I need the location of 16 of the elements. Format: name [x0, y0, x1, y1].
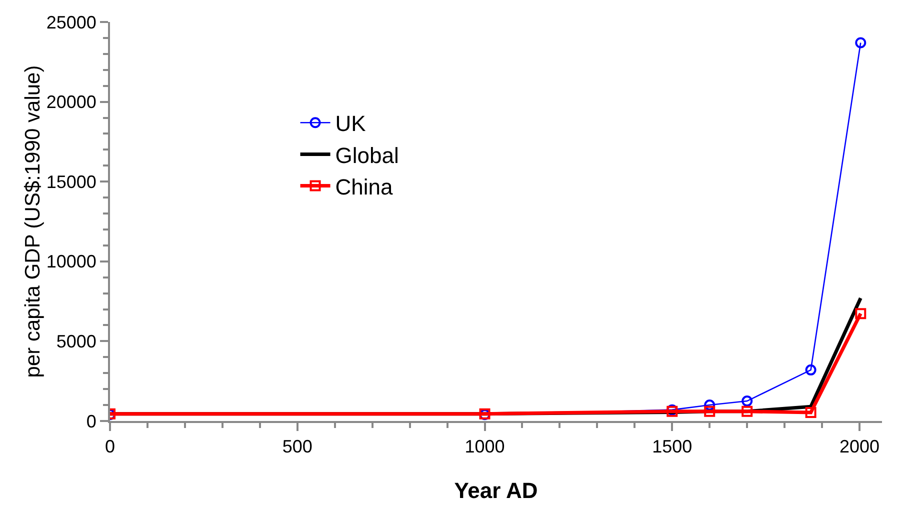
x-tick-label: 500 [282, 436, 312, 457]
y-tick-label: 0 [86, 411, 96, 432]
x-tick-label: 0 [104, 436, 116, 457]
y-tick-label: 25000 [46, 12, 96, 32]
y-tick-label: 15000 [46, 172, 96, 192]
x-tick-label: 1000 [464, 436, 505, 457]
x-axis-title: Year AD [454, 478, 538, 503]
y-tick-label: 20000 [46, 92, 96, 112]
legend-label: China [335, 174, 394, 200]
y-tick-label: 10000 [46, 252, 96, 272]
x-tick-label: 1500 [652, 436, 692, 457]
x-tick-label: 2000 [839, 436, 880, 457]
legend-label: Global [335, 142, 399, 168]
y-axis-title: per capita GDP (US$:1990 value) [21, 65, 44, 378]
y-tick-label: 5000 [56, 332, 96, 352]
legend-label: UK [335, 111, 366, 136]
